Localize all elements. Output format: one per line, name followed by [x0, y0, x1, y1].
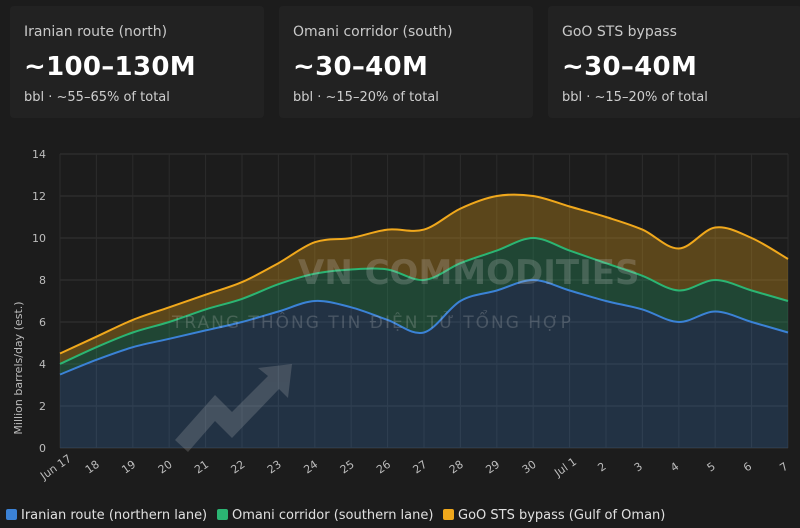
y-tick-label: 2	[39, 400, 46, 413]
y-tick-label: 14	[32, 148, 46, 161]
x-tick-label: 18	[83, 458, 102, 477]
summary-cards: Iranian route (north) ~100–130M bbl · ~5…	[0, 0, 800, 120]
x-tick-label: 23	[265, 458, 284, 477]
x-tick-label: 26	[374, 458, 393, 477]
legend-swatch	[443, 509, 454, 520]
card-value: ~100–130M	[24, 52, 196, 82]
watermark-arrow-icon	[175, 364, 292, 452]
x-tick-label: 20	[156, 458, 175, 477]
card-omani-corridor: Omani corridor (south) ~30–40M bbl · ~15…	[279, 6, 533, 118]
x-tick-label: Jul 1	[551, 455, 579, 480]
stacked-area-chart: VN COMMODITIES TRANG THÔNG TIN ĐIỆN TỬ T…	[12, 148, 791, 483]
x-tick-label: 27	[411, 458, 430, 477]
card-label: Iranian route (north)	[24, 24, 168, 40]
chart-legend: Iranian route (northern lane) Omani corr…	[0, 505, 800, 525]
y-tick-label: 4	[39, 358, 46, 371]
card-label: GoO STS bypass	[562, 24, 677, 40]
watermark-subtitle: TRANG THÔNG TIN ĐIỆN TỬ TỔNG HỢP	[171, 309, 573, 333]
watermark-logo: VN COMMODITIES TRANG THÔNG TIN ĐIỆN TỬ T…	[171, 253, 639, 452]
x-tick-label: 25	[338, 458, 357, 477]
card-subtext: bbl · ~15–20% of total	[562, 90, 708, 105]
area-omani-corridor	[60, 238, 788, 375]
x-tick-label: 3	[632, 460, 645, 475]
x-tick-label: 7	[777, 460, 790, 475]
card-value: ~30–40M	[293, 52, 429, 82]
card-value: ~30–40M	[562, 52, 698, 82]
y-tick-label: 8	[39, 274, 46, 287]
x-tick-label: 4	[668, 460, 681, 475]
x-tick-label: Jun 17	[37, 452, 74, 483]
chart-lines	[59, 193, 789, 376]
x-tick-label: 29	[483, 458, 502, 477]
legend-item-iranian[interactable]: Iranian route (northern lane)	[6, 508, 207, 523]
watermark-title: VN COMMODITIES	[298, 253, 639, 293]
x-tick-label: 2	[595, 460, 608, 475]
line-omani-corridor	[59, 236, 789, 365]
y-tick-label: 0	[39, 442, 46, 455]
card-subtext: bbl · ~55–65% of total	[24, 90, 170, 105]
line-goo-sts-bypass	[59, 193, 789, 355]
legend-swatch	[6, 509, 17, 520]
x-tick-label: 22	[229, 458, 248, 477]
x-tick-label: 6	[741, 460, 754, 475]
line-iranian-route	[59, 278, 789, 376]
legend-item-omani[interactable]: Omani corridor (southern lane)	[217, 508, 433, 523]
chart-grid	[59, 153, 789, 449]
x-tick-label: 21	[192, 458, 211, 477]
card-goo-sts-bypass: GoO STS bypass ~30–40M bbl · ~15–20% of …	[548, 6, 800, 118]
legend-label: Iranian route (northern lane)	[21, 508, 208, 523]
legend-item-goo[interactable]: GoO STS bypass (Gulf of Oman)	[443, 508, 665, 523]
card-iranian-route: Iranian route (north) ~100–130M bbl · ~5…	[10, 6, 264, 118]
legend-label: Omani corridor (southern lane)	[232, 508, 434, 523]
y-axis-label: Million barrels/day (est.)	[12, 301, 25, 434]
y-tick-label: 10	[32, 232, 46, 245]
x-tick-label: 24	[301, 458, 320, 477]
card-subtext: bbl · ~15–20% of total	[293, 90, 439, 105]
x-tick-label: 5	[705, 460, 718, 475]
x-tick-label: 28	[447, 458, 466, 477]
card-label: Omani corridor (south)	[293, 24, 453, 40]
legend-label: GoO STS bypass (Gulf of Oman)	[458, 508, 666, 523]
legend-swatch	[217, 509, 228, 520]
x-tick-label: 30	[520, 458, 539, 477]
x-tick-label: 19	[119, 458, 138, 477]
y-tick-label: 12	[32, 190, 46, 203]
y-tick-label: 6	[39, 316, 46, 329]
y-axis-ticks: 0 2 4 6 8 10 12 14	[32, 148, 46, 455]
